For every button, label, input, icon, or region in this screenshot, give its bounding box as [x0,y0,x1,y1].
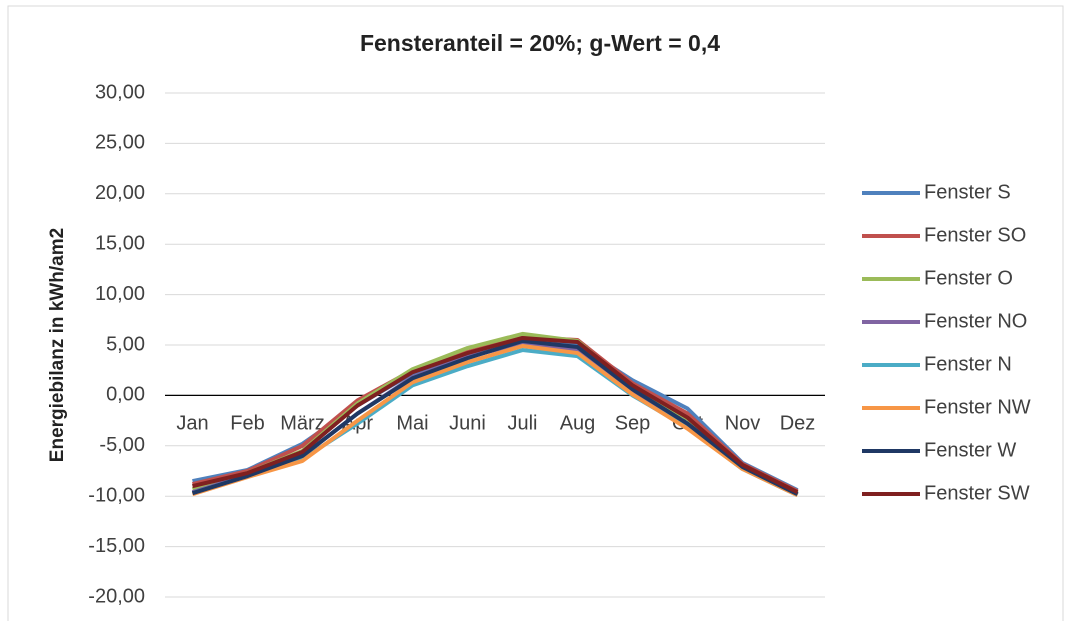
y-tick-label: -5,00 [99,434,145,456]
y-tick-label: 15,00 [95,232,145,254]
y-tick-label: 10,00 [95,283,145,305]
y-tick-label: -10,00 [88,484,145,506]
chart-frame [7,5,1064,621]
y-tick-label: 5,00 [106,333,145,355]
legend-label: Fenster SO [924,224,1026,246]
y-tick-label: 25,00 [95,132,145,154]
x-tick-label: Dez [780,413,816,435]
series-line [192,335,799,494]
y-axis-label: Energiebilanz in kWh/am2 [47,228,68,462]
y-tick-label: 20,00 [95,182,145,204]
y-tick-label: 0,00 [106,384,145,406]
x-tick-label: Aug [560,413,596,435]
legend-label: Fenster W [924,439,1016,461]
legend-label: Fenster S [924,181,1011,203]
x-tick-label: Jan [176,413,208,435]
x-tick-label: Feb [230,413,264,435]
x-tick-label: März [280,413,324,435]
series-line [191,344,799,497]
x-tick-label: Nov [725,413,761,435]
y-tick-label: -20,00 [88,585,145,607]
legend-label: Fenster N [924,353,1012,375]
series-line [191,338,799,496]
legend-label: Fenster O [924,267,1013,289]
legend-label: Fenster NW [924,396,1031,418]
legend-label: Fenster NO [924,310,1027,332]
x-tick-label: Juni [449,413,486,435]
x-tick-label: Sep [615,413,651,435]
x-tick-label: Mai [396,413,428,435]
legend-label: Fenster SW [924,482,1030,504]
chart-title: Fensteranteil = 20%; g-Wert = 0,4 [360,30,720,56]
y-tick-label: 30,00 [95,81,145,103]
x-tick-label: Juli [507,413,537,435]
y-tick-label: -15,00 [88,535,145,557]
